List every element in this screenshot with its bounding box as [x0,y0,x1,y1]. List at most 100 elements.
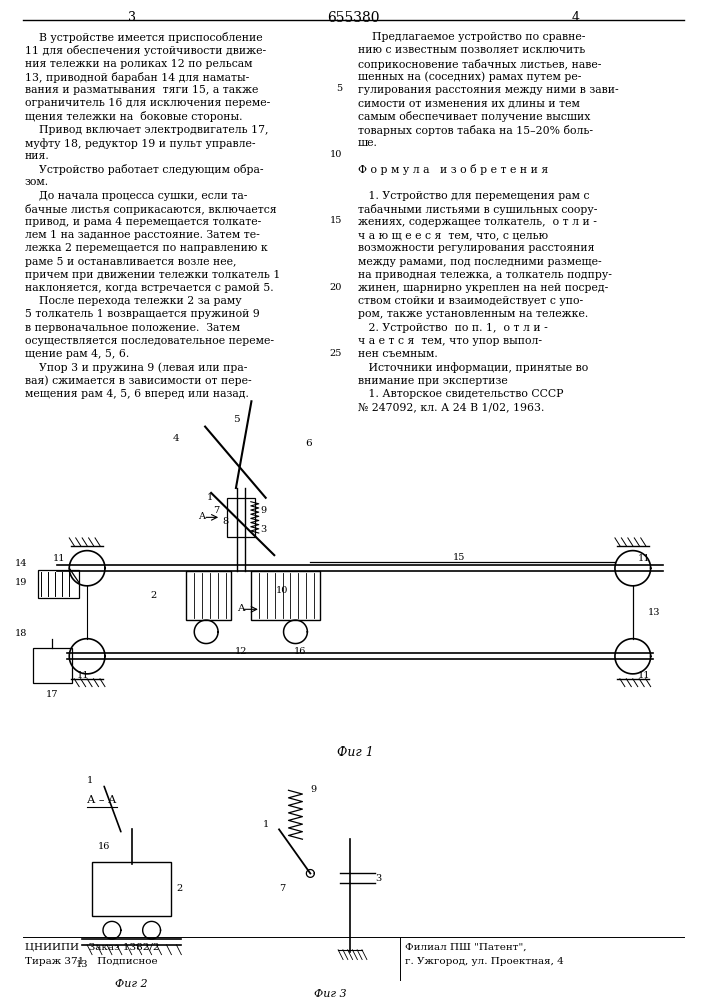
Text: 15: 15 [329,216,342,225]
Text: № 247092, кл. А 24 В 1/02, 1963.: № 247092, кл. А 24 В 1/02, 1963. [358,402,544,412]
Bar [251,571,320,620]
Text: В устройстве имеется приспособление: В устройстве имеется приспособление [25,32,262,43]
Text: осуществляется последовательное переме-: осуществляется последовательное переме- [25,336,274,346]
Text: 13: 13 [648,608,660,617]
Text: Фиг 1: Фиг 1 [337,746,373,759]
Text: Устройство работает следующим обра-: Устройство работает следующим обра- [25,164,263,175]
Text: 5 толкатель 1 возвращается пружиной 9: 5 толкатель 1 возвращается пружиной 9 [25,309,259,319]
Text: ЦНИИПИ   Заказ 1382/2: ЦНИИПИ Заказ 1382/2 [25,943,159,952]
Text: 16: 16 [294,647,307,656]
Text: Привод включает электродвигатель 17,: Привод включает электродвигатель 17, [25,125,268,135]
Text: внимание при экспертизе: внимание при экспертизе [358,376,508,386]
Text: A: A [198,512,205,521]
Text: Источники информации, принятые во: Источники информации, принятые во [358,362,588,373]
Text: 15: 15 [453,553,465,562]
Text: 12: 12 [235,647,247,656]
Text: лем 1 на заданное расстояние. Затем те-: лем 1 на заданное расстояние. Затем те- [25,230,259,240]
Text: в первоначальное положение.  Затем: в первоначальное положение. Затем [25,323,240,333]
Text: Упор 3 и пружина 9 (левая или пра-: Упор 3 и пружина 9 (левая или пра- [25,362,247,373]
Text: 3: 3 [375,874,381,883]
Text: 13: 13 [76,960,88,969]
Text: 11: 11 [638,554,650,563]
Text: 13, приводной барабан 14 для наматы-: 13, приводной барабан 14 для наматы- [25,72,249,83]
Text: жениях, содержащее толкатель,  о т л и -: жениях, содержащее толкатель, о т л и - [358,217,597,227]
Text: 9: 9 [261,506,267,515]
Text: A: A [237,604,245,613]
Text: 5: 5 [336,84,342,93]
Text: 7: 7 [213,506,219,515]
Text: 11: 11 [638,671,650,680]
Text: раме 5 и останавливается возле нее,: раме 5 и останавливается возле нее, [25,257,236,267]
Text: зом.: зом. [25,177,49,187]
Text: 4: 4 [173,434,180,443]
Text: щения тележки на  боковые стороны.: щения тележки на боковые стороны. [25,111,242,122]
Text: мещения рам 4, 5, 6 вперед или назад.: мещения рам 4, 5, 6 вперед или назад. [25,389,248,399]
Text: ч а е т с я  тем, что упор выпол-: ч а е т с я тем, что упор выпол- [358,336,542,346]
Bar [37,570,79,598]
Text: ством стойки и взаимодействует с упо-: ством стойки и взаимодействует с упо- [358,296,583,306]
Text: причем при движении тележки толкатель 1: причем при движении тележки толкатель 1 [25,270,280,280]
Text: Ф о р м у л а   и з о б р е т е н и я: Ф о р м у л а и з о б р е т е н и я [358,164,548,175]
Text: бачные листья соприкасаются, включается: бачные листья соприкасаются, включается [25,204,276,215]
Text: 2: 2 [177,884,182,893]
Text: 17: 17 [46,690,59,699]
Text: 20: 20 [329,283,342,292]
Text: 1: 1 [87,776,93,785]
Text: 11: 11 [52,554,65,563]
Text: табачными листьями в сушильных соору-: табачными листьями в сушильных соору- [358,204,597,215]
Text: ше.: ше. [358,138,378,148]
Bar [227,498,255,537]
Text: вания и разматывания  тяги 15, а также: вания и разматывания тяги 15, а также [25,85,258,95]
Text: До начала процесса сушки, если та-: До начала процесса сушки, если та- [25,191,247,201]
Text: между рамами, под последними размеще-: между рамами, под последними размеще- [358,257,602,267]
Text: 7: 7 [279,884,286,893]
Text: нен съемным.: нен съемным. [358,349,438,359]
Text: муфту 18, редуктор 19 и пульт управле-: муфту 18, редуктор 19 и пульт управле- [25,138,255,149]
Text: шенных на (соседних) рамах путем ре-: шенных на (соседних) рамах путем ре- [358,72,581,82]
Text: жинен, шарнирно укреплен на ней посред-: жинен, шарнирно укреплен на ней посред- [358,283,608,293]
Text: 14: 14 [15,559,28,568]
Text: самым обеспечивает получение высших: самым обеспечивает получение высших [358,111,590,122]
Text: 2: 2 [151,591,156,600]
Text: Тираж 371    Подписное: Тираж 371 Подписное [25,957,157,966]
Text: А – А: А – А [87,795,117,805]
Text: симости от изменения их длины и тем: симости от изменения их длины и тем [358,98,580,108]
Text: 8: 8 [223,517,229,526]
Text: 655380: 655380 [327,11,379,25]
Text: 11: 11 [77,671,90,680]
Text: соприкосновение табачных листьев, наве-: соприкосновение табачных листьев, наве- [358,59,602,70]
Text: ния.: ния. [25,151,49,161]
Text: 19: 19 [16,578,28,587]
Text: 16: 16 [98,842,110,851]
Text: ограничитель 16 для исключения переме-: ограничитель 16 для исключения переме- [25,98,270,108]
Text: 18: 18 [16,629,28,638]
Text: 4: 4 [571,11,579,24]
Text: 1: 1 [207,493,213,502]
Bar [33,648,72,683]
Text: Филиал ПШ "Патент",: Филиал ПШ "Патент", [404,943,526,952]
Text: 5: 5 [233,415,239,424]
Text: 3: 3 [261,525,267,534]
Text: вая) сжимается в зависимости от пере-: вая) сжимается в зависимости от пере- [25,376,251,386]
Bar [92,862,171,916]
Bar [187,571,231,620]
Text: лежка 2 перемещается по направлению к: лежка 2 перемещается по направлению к [25,243,267,253]
Text: привод, и рама 4 перемещается толкате-: привод, и рама 4 перемещается толкате- [25,217,261,227]
Text: возможности регулирования расстояния: возможности регулирования расстояния [358,243,595,253]
Text: Предлагаемое устройство по сравне-: Предлагаемое устройство по сравне- [358,32,585,42]
Text: товарных сортов табака на 15–20% боль-: товарных сортов табака на 15–20% боль- [358,125,593,136]
Text: 1. Авторское свидетельство СССР: 1. Авторское свидетельство СССР [358,389,563,399]
Text: 2. Устройство  по п. 1,  о т л и -: 2. Устройство по п. 1, о т л и - [358,323,548,333]
Text: гулирования расстояния между ними в зави-: гулирования расстояния между ними в зави… [358,85,619,95]
Text: наклоняется, когда встречается с рамой 5.: наклоняется, когда встречается с рамой 5… [25,283,273,293]
Text: 25: 25 [329,349,342,358]
Text: 10: 10 [329,150,342,159]
Text: 6: 6 [305,439,312,448]
Text: 3: 3 [128,11,136,24]
Text: 1. Устройство для перемещения рам с: 1. Устройство для перемещения рам с [358,191,590,201]
Text: ром, также установленным на тележке.: ром, также установленным на тележке. [358,309,588,319]
Text: ния тележки на роликах 12 по рельсам: ния тележки на роликах 12 по рельсам [25,59,252,69]
Text: 1: 1 [263,820,269,829]
Text: После перехода тележки 2 за раму: После перехода тележки 2 за раму [25,296,241,306]
Text: ч а ю щ е е с я  тем, что, с целью: ч а ю щ е е с я тем, что, с целью [358,230,548,240]
